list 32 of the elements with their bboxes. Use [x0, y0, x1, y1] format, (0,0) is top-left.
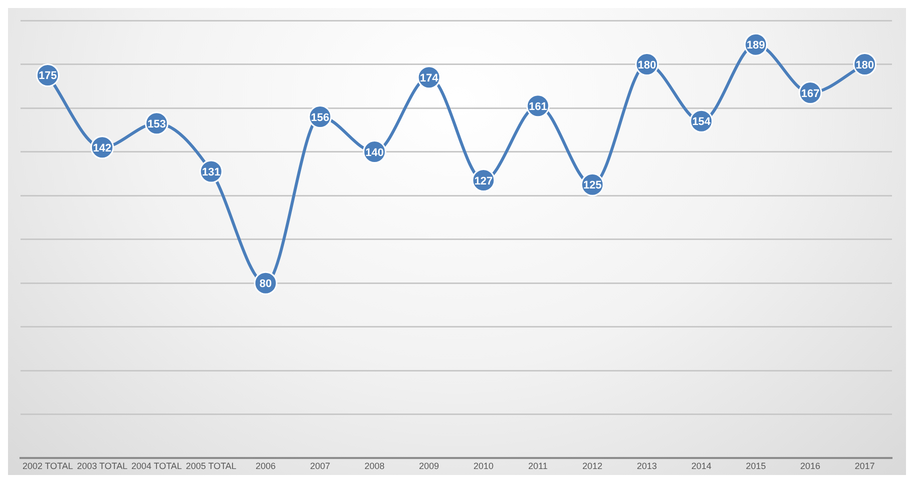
x-tick-label: 2005 TOTAL: [186, 461, 236, 472]
x-tick-label: 2007: [310, 461, 330, 472]
x-tick-label: 2003 TOTAL: [76, 461, 128, 472]
data-label: 125: [583, 180, 602, 192]
x-tick-label: 2017: [854, 461, 875, 472]
x-tick-label: 2013: [636, 461, 657, 472]
data-label: 80: [259, 278, 272, 290]
data-label: 189: [746, 40, 766, 52]
x-tick-label: 2011: [528, 461, 548, 472]
data-label: 161: [528, 100, 548, 113]
x-tick-label: 2016: [800, 461, 820, 472]
x-tick-label: 2010: [473, 461, 494, 472]
x-tick-label: 2012: [582, 461, 602, 472]
data-label: 127: [474, 175, 493, 188]
x-tick-label: 2006: [256, 461, 276, 472]
data-label: 156: [310, 112, 330, 124]
x-tick-label: 2009: [419, 461, 440, 472]
x-tick-label: 2004 TOTAL: [131, 461, 182, 472]
x-tick-label: 2015: [746, 461, 766, 472]
data-label: 167: [801, 88, 820, 100]
data-label: 174: [420, 72, 440, 84]
x-tick-label: 2008: [364, 461, 385, 472]
data-label: 154: [692, 116, 712, 128]
data-label: 180: [638, 59, 656, 72]
x-tick-label: 2014: [691, 461, 712, 472]
data-label: 180: [856, 59, 874, 72]
data-label: 142: [93, 142, 112, 154]
data-label: 175: [38, 70, 57, 82]
data-label: 131: [202, 166, 220, 179]
x-tick-label: 2002 TOTAL: [22, 461, 74, 472]
data-label: 140: [365, 146, 384, 159]
data-label: 153: [147, 118, 166, 130]
